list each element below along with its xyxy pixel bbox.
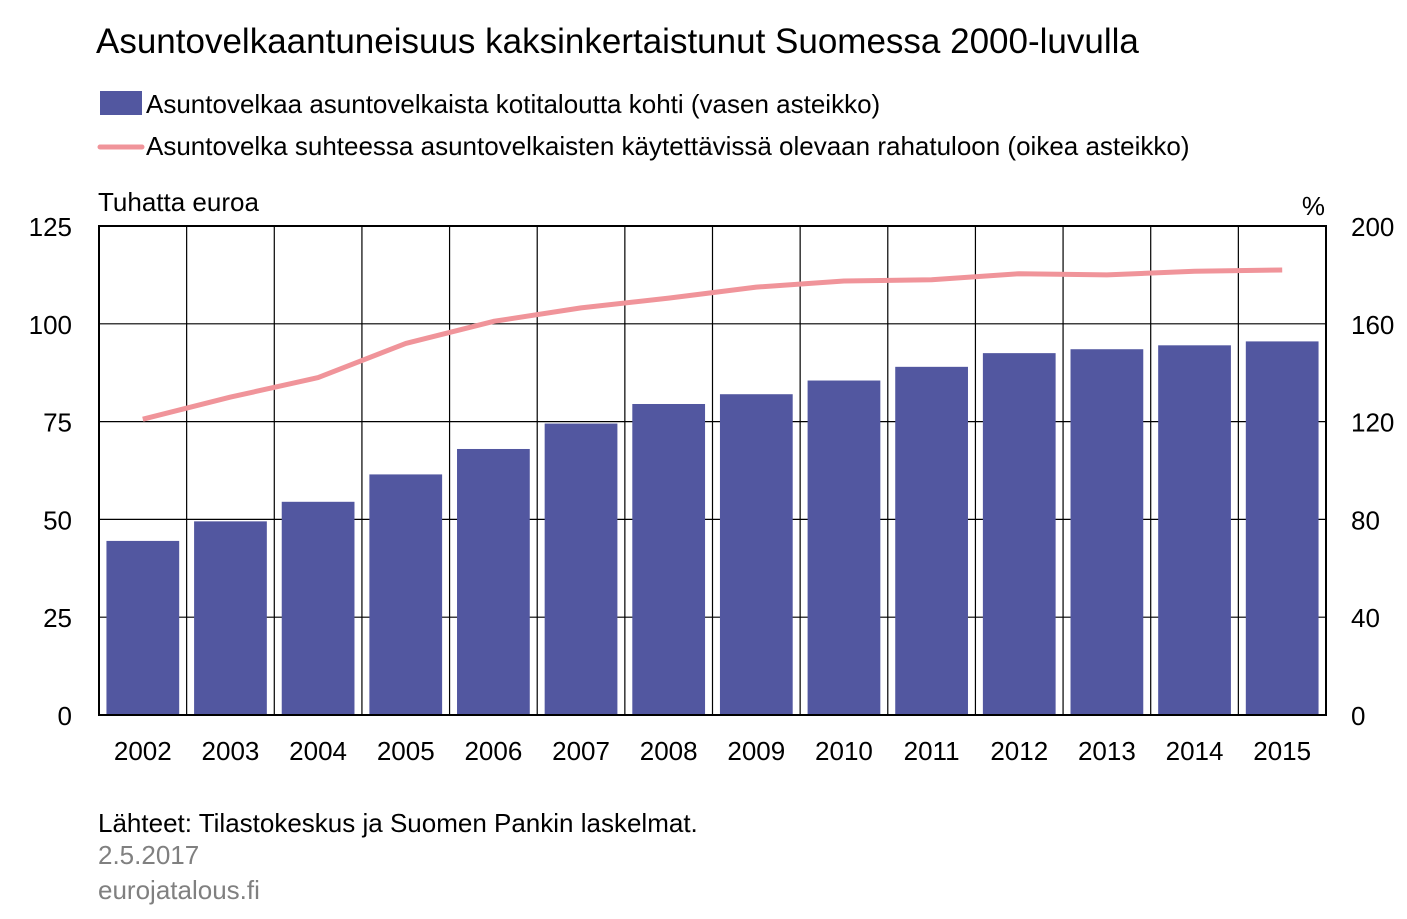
bar-2002 [106,540,180,715]
right-axis-label: % [1302,191,1325,221]
bar-2008 [632,403,706,715]
x-tick-label: 2009 [727,736,785,766]
right-tick-label: 0 [1351,701,1365,731]
source-note: Lähteet: Tilastokeskus ja Suomen Pankin … [98,808,698,838]
x-tick-label: 2004 [289,736,347,766]
bar-2009 [719,394,793,715]
left-axis-ticks: 0 25 50 75 100 125 [29,212,72,731]
x-tick-label: 2005 [377,736,435,766]
right-tick-label: 80 [1351,505,1380,535]
left-tick-label: 75 [43,408,72,438]
plot-frame [98,225,1327,716]
x-tick-label: 2015 [1253,736,1311,766]
x-tick-label: 2007 [552,736,610,766]
bar-2005 [369,474,443,715]
left-tick-label: 0 [58,701,72,731]
legend-line-label: Asuntovelka suhteessa asuntovelkaisten k… [146,131,1190,161]
site-note: eurojatalous.fi [98,875,260,905]
x-tick-label: 2014 [1166,736,1224,766]
bar-2011 [895,366,968,715]
legend-bar-label: Asuntovelkaa asuntovelkaista kotitaloutt… [146,89,880,119]
left-axis-label: Tuhatta euroa [98,187,259,217]
x-axis-ticks: 2002 2003 2004 2005 2006 2007 2008 2009 2010 2011… [114,736,1311,766]
x-tick-label: 2010 [815,736,873,766]
bar-2010 [807,380,881,715]
ratio-line [142,267,1283,422]
right-axis-ticks: 0 40 80 120 160 200 [1351,212,1394,731]
bar-2014 [1158,345,1231,715]
right-tick-label: 160 [1351,310,1394,340]
date-note: 2.5.2017 [98,840,199,870]
legend-bar-swatch [100,91,142,115]
x-tick-label: 2003 [202,736,260,766]
line-series [142,267,1283,422]
x-tick-label: 2008 [640,736,698,766]
bar-2004 [281,501,355,715]
bar-2003 [194,521,267,715]
x-tick-label: 2011 [904,736,960,766]
left-tick-label: 25 [43,603,72,633]
x-tick-label: 2002 [114,736,172,766]
bar-2012 [982,353,1056,715]
x-tick-label: 2013 [1078,736,1136,766]
x-tick-label: 2012 [990,736,1048,766]
bar-2013 [1070,349,1144,715]
bar-2006 [457,448,530,715]
right-tick-label: 120 [1351,408,1394,438]
bar-2015 [1245,341,1319,715]
x-tick-label: 2006 [464,736,522,766]
right-tick-label: 200 [1351,212,1394,242]
bar-2007 [544,423,618,715]
left-tick-label: 100 [29,310,72,340]
left-tick-label: 125 [29,212,72,242]
left-tick-label: 50 [43,505,72,535]
bar-series [106,341,1319,715]
chart-title: Asuntovelkaantuneisuus kaksinkertaistunu… [96,22,1139,61]
right-tick-label: 40 [1351,603,1380,633]
